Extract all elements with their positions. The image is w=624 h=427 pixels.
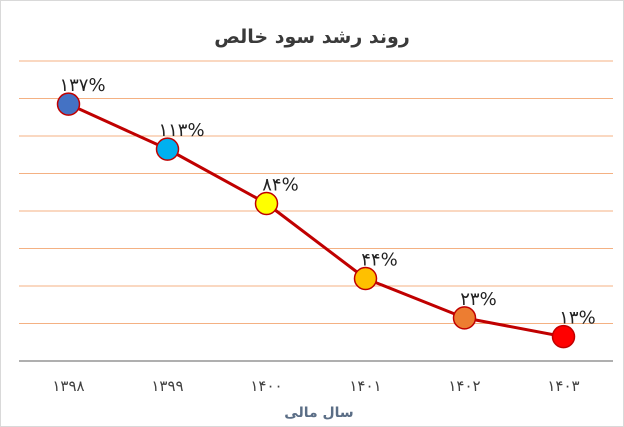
x-tick-label: ۱۳۹۹: [151, 377, 183, 395]
x-tick-label: ۱۳۹۸: [52, 377, 84, 395]
data-label: ۸۴%: [262, 175, 298, 196]
series-line: [67, 102, 564, 339]
data-point-marker: [452, 306, 477, 330]
data-point-marker: [551, 324, 576, 349]
x-axis-label: سال مالی: [284, 405, 353, 421]
x-tick-labels: ۱۳۹۸ ۱۳۹۹ ۱۴۰۰ ۱۴۰۱ ۱۴۰۲ ۱۴۰۳: [52, 377, 579, 395]
x-tick-label: ۱۴۰۲: [448, 377, 480, 395]
gridlines: [19, 60, 613, 324]
data-point-marker: [254, 191, 279, 216]
data-label: ۱۳%: [559, 308, 595, 329]
x-tick-label: ۱۴۰۳: [547, 377, 579, 395]
data-label: ۱۱۳%: [158, 120, 204, 141]
data-label: ۱۳۷%: [59, 75, 105, 96]
x-tick-label: ۱۴۰۱: [349, 377, 381, 395]
data-point-marker: [353, 266, 378, 291]
data-label: ۲۳%: [460, 289, 496, 310]
chart-title: روند رشد سود خالص: [214, 26, 410, 48]
data-label: ۴۴%: [361, 250, 397, 271]
data-point-marker: [56, 92, 81, 116]
x-tick-label: ۱۴۰۰: [250, 377, 282, 395]
data-markers: [56, 92, 576, 349]
data-point-marker: [155, 137, 180, 161]
data-labels: ۱۳۷% ۱۱۳% ۸۴% ۴۴% ۲۳% ۱۳%: [59, 75, 595, 329]
series-line-group: [67, 102, 564, 339]
